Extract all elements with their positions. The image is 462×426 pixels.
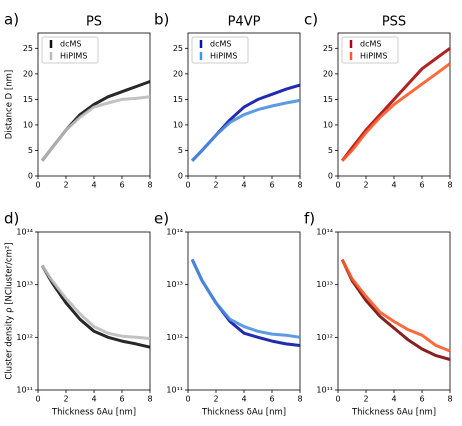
legend-label: dcMS — [360, 40, 381, 49]
panel-title: PSS — [382, 15, 406, 30]
x-axis-label: Thickness δAu [nm] — [351, 408, 436, 418]
series-line — [41, 95, 151, 162]
x-tick-label: 8 — [447, 395, 452, 404]
series-line — [190, 258, 301, 347]
y-tick-label: 10¹² — [16, 333, 33, 342]
x-tick-label: 4 — [241, 395, 246, 404]
y-tick-label: 10¹¹ — [16, 386, 33, 395]
x-axis-label: Thickness δAu [nm] — [201, 408, 286, 418]
legend-label: dcMS — [60, 40, 81, 49]
x-tick-label: 4 — [391, 395, 396, 404]
y-axis-label: Cluster density ρ [NCluster/cm²] — [5, 242, 15, 379]
y-tick-label: 15 — [323, 95, 333, 104]
series-line — [340, 258, 451, 361]
x-tick-label: 6 — [119, 181, 124, 190]
y-tick-label: 5 — [28, 146, 33, 155]
x-tick-label: 0 — [335, 181, 340, 190]
x-tick-label: 2 — [213, 181, 218, 190]
x-tick-label: 0 — [35, 395, 40, 404]
panel-title: PS — [86, 15, 102, 30]
panel-label: d) — [4, 210, 19, 228]
x-tick-label: 4 — [391, 181, 396, 190]
panel-label: f) — [304, 210, 315, 228]
y-tick-label: 10 — [323, 120, 333, 129]
legend-label: dcMS — [210, 40, 231, 49]
panel-label: a) — [4, 11, 19, 29]
y-tick-label: 25 — [23, 44, 33, 53]
x-tick-label: 0 — [185, 395, 190, 404]
x-tick-label: 4 — [241, 181, 246, 190]
y-tick-label: 5 — [178, 146, 183, 155]
y-axis-label: Distance D [nm] — [5, 70, 15, 139]
x-tick-label: 2 — [63, 181, 68, 190]
series-line — [191, 98, 301, 162]
y-tick-label: 15 — [23, 95, 33, 104]
panel-label: c) — [304, 11, 318, 29]
legend-box — [191, 36, 249, 64]
x-tick-label: 8 — [147, 395, 152, 404]
y-tick-label: 25 — [173, 44, 183, 53]
x-tick-label: 0 — [335, 395, 340, 404]
y-tick-label: 0 — [28, 172, 33, 181]
x-tick-label: 0 — [185, 181, 190, 190]
y-tick-label: 10¹⁴ — [166, 228, 183, 237]
plot-area — [187, 231, 301, 391]
y-tick-label: 5 — [328, 146, 333, 155]
y-tick-label: 25 — [323, 44, 333, 53]
legend-box — [41, 36, 99, 64]
x-tick-label: 2 — [63, 395, 68, 404]
x-tick-label: 2 — [213, 395, 218, 404]
x-tick-label: 0 — [35, 181, 40, 190]
panel-label: b) — [154, 11, 169, 29]
y-tick-label: 10¹⁴ — [16, 228, 33, 237]
y-tick-label: 10¹³ — [166, 280, 183, 289]
series-line — [341, 47, 451, 162]
y-tick-label: 0 — [178, 172, 183, 181]
panel-title: P4VP — [228, 15, 261, 30]
series-line — [190, 258, 301, 339]
y-tick-label: 10 — [173, 120, 183, 129]
x-tick-label: 2 — [363, 181, 368, 190]
x-tick-label: 8 — [297, 395, 302, 404]
legend-label: HiPIMS — [60, 52, 87, 61]
x-tick-label: 6 — [269, 181, 274, 190]
plot-area — [37, 231, 151, 391]
plot-area — [337, 231, 451, 391]
y-tick-label: 10¹¹ — [166, 386, 183, 395]
x-tick-label: 6 — [119, 395, 124, 404]
series-line — [40, 264, 151, 340]
x-tick-label: 2 — [363, 395, 368, 404]
x-tick-label: 6 — [269, 395, 274, 404]
legend-label: HiPIMS — [210, 52, 237, 61]
y-tick-label: 20 — [323, 69, 333, 78]
y-tick-label: 15 — [173, 95, 183, 104]
y-tick-label: 10¹⁴ — [316, 228, 333, 237]
x-tick-label: 4 — [91, 395, 96, 404]
y-tick-label: 10¹³ — [316, 280, 333, 289]
y-tick-label: 10¹² — [316, 333, 333, 342]
x-tick-label: 8 — [297, 181, 302, 190]
y-tick-label: 0 — [328, 172, 333, 181]
series-line — [40, 264, 151, 349]
series-line — [340, 258, 451, 353]
legend-label: HiPIMS — [360, 52, 387, 61]
x-tick-label: 6 — [419, 395, 424, 404]
y-tick-label: 20 — [173, 69, 183, 78]
x-tick-label: 8 — [447, 181, 452, 190]
series-line — [191, 83, 301, 162]
y-tick-label: 10¹³ — [16, 280, 33, 289]
y-tick-label: 10 — [23, 120, 33, 129]
panel-label: e) — [154, 210, 169, 228]
legend-box — [341, 36, 399, 64]
y-tick-label: 20 — [23, 69, 33, 78]
series-line — [41, 80, 151, 162]
x-tick-label: 4 — [91, 181, 96, 190]
x-tick-label: 6 — [419, 181, 424, 190]
series-line — [341, 62, 451, 162]
x-axis-label: Thickness δAu [nm] — [51, 408, 136, 418]
x-tick-label: 8 — [147, 181, 152, 190]
y-tick-label: 10¹² — [166, 333, 183, 342]
y-tick-label: 10¹¹ — [316, 386, 333, 395]
